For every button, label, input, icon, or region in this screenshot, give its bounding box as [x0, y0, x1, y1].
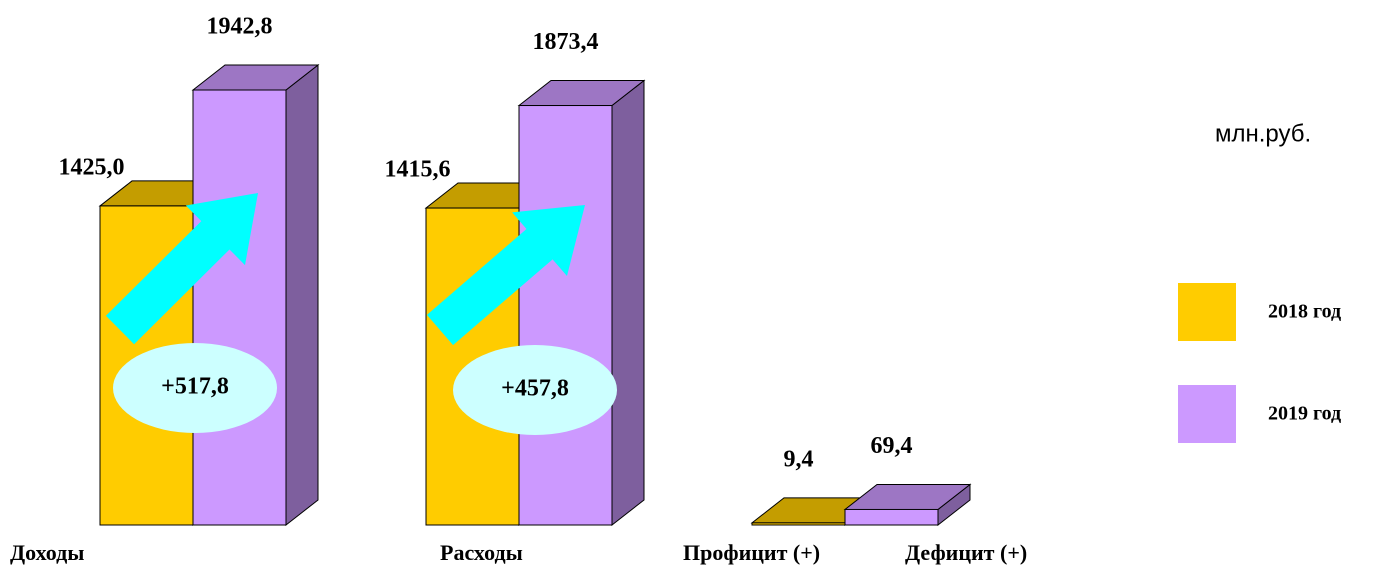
arrow	[105, 193, 258, 345]
legend-label: 2018 год	[1268, 301, 1341, 323]
value-label: 69,4	[871, 433, 913, 459]
unit-label: млн.руб.	[1215, 120, 1311, 147]
change-bubble	[453, 345, 617, 435]
arrow	[426, 205, 585, 346]
category-label: Расходы	[440, 540, 523, 565]
legend-swatch	[1178, 283, 1236, 341]
bar	[191, 63, 320, 527]
category-label: Дефицит (+)	[905, 540, 1027, 565]
legend-swatch	[1178, 385, 1236, 443]
bar-side	[285, 63, 319, 527]
change-bubble	[113, 343, 277, 433]
bar-front	[518, 105, 613, 526]
value-label: 9,4	[784, 446, 814, 472]
bar-front	[751, 522, 846, 526]
bar-front	[192, 89, 287, 526]
value-label: 1415,6	[385, 157, 451, 183]
change-label: +457,8	[501, 376, 569, 402]
bar-front	[844, 508, 939, 526]
legend-label: 2019 год	[1268, 403, 1341, 425]
value-label: 1873,4	[533, 29, 599, 55]
change-label: +517,8	[161, 374, 229, 400]
category-label: Профицит (+)	[683, 540, 820, 565]
bar	[517, 79, 646, 527]
bar-side	[611, 79, 645, 527]
category-label: Доходы	[10, 540, 84, 565]
bar	[843, 483, 972, 527]
value-label: 1425,0	[59, 154, 125, 180]
value-label: 1942,8	[207, 14, 273, 40]
